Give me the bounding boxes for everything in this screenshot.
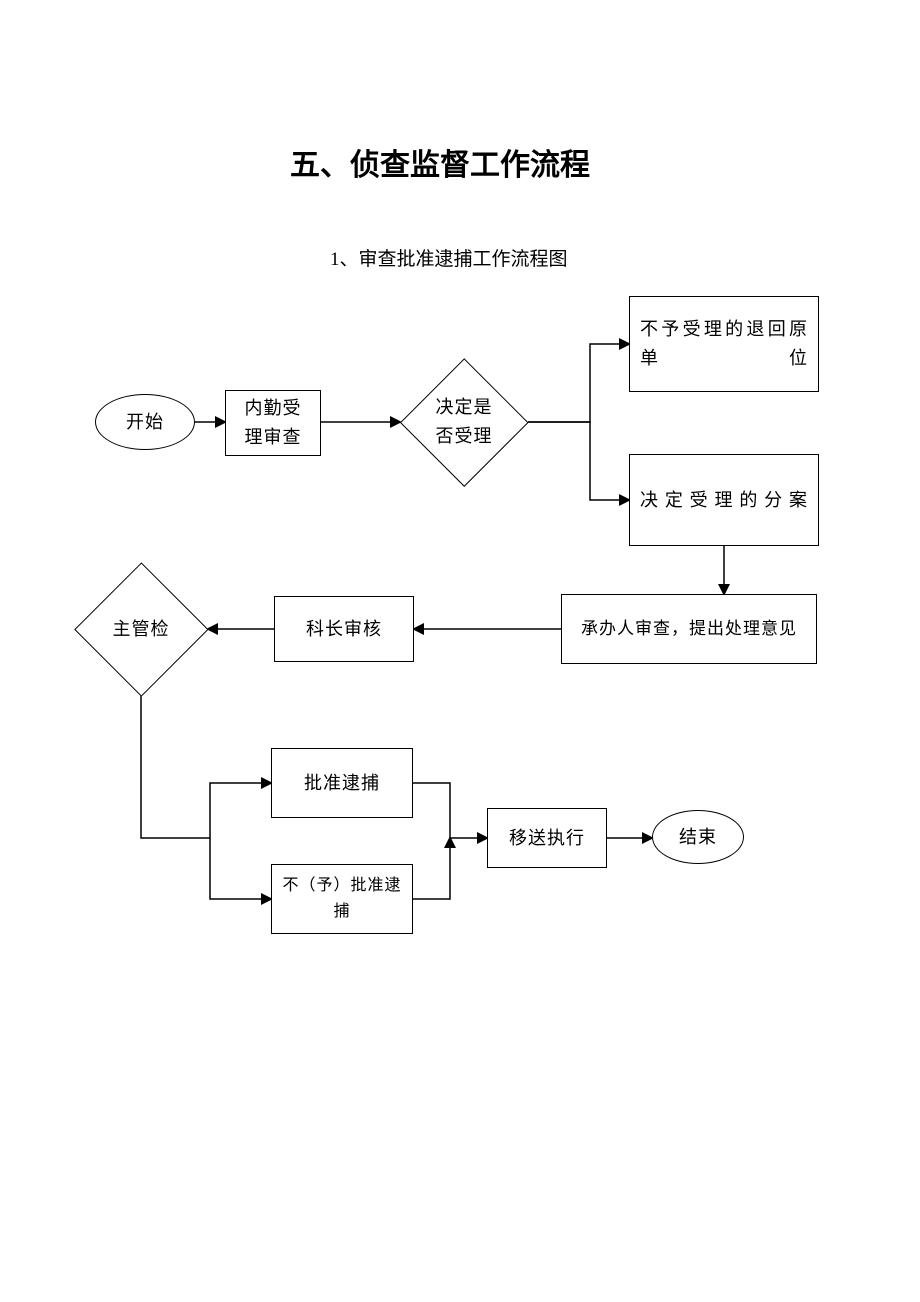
edge-disapprove_arrest-transfer_exec (413, 838, 450, 899)
edge-approve_arrest-transfer_exec (413, 783, 487, 838)
edge-supervisor-disapprove_arrest (210, 838, 271, 899)
edge-decide_accept-reject_return (528, 344, 629, 422)
node-label: 承办人审查，提出处理意见 (571, 609, 807, 648)
node-label: 移送执行 (499, 818, 595, 859)
node-label: 决定是否受理 (400, 358, 528, 486)
node-label: 批准逮捕 (294, 763, 390, 804)
edge-supervisor-approve_arrest (141, 696, 271, 838)
node-accept_assign: 决定受理的分案 (629, 454, 819, 546)
edge-decide_accept-accept_assign (528, 422, 629, 500)
node-label: 开始 (116, 402, 174, 443)
node-decide_accept: 决定是否受理 (400, 358, 528, 486)
node-reject_return: 不予受理的退回原单位 (629, 296, 819, 392)
node-end: 结束 (652, 810, 744, 864)
page-subtitle: 1、审查批准逮捕工作流程图 (330, 244, 568, 271)
node-intake: 内勤受理审查 (225, 390, 321, 456)
page-title: 五、侦查监督工作流程 (290, 140, 590, 184)
node-disapprove_arrest: 不（予）批准逮捕 (271, 864, 413, 934)
node-label: 内勤受理审查 (226, 388, 320, 458)
node-label: 主管检 (74, 562, 208, 696)
node-approve_arrest: 批准逮捕 (271, 748, 413, 818)
node-chief_review: 科长审核 (274, 596, 414, 662)
node-handler_review: 承办人审查，提出处理意见 (561, 594, 817, 664)
node-label: 不（予）批准逮捕 (272, 867, 412, 930)
node-transfer_exec: 移送执行 (487, 808, 607, 868)
node-supervisor: 主管检 (74, 562, 208, 696)
node-label: 结束 (669, 817, 727, 858)
flowchart-canvas: 五、侦查监督工作流程 1、审查批准逮捕工作流程图 开始内勤受理审查决定是否受理不… (0, 0, 920, 1302)
node-label: 决定受理的分案 (630, 480, 818, 521)
node-label: 不予受理的退回原单位 (630, 309, 818, 379)
node-label: 科长审核 (296, 609, 392, 650)
node-start: 开始 (95, 394, 195, 450)
